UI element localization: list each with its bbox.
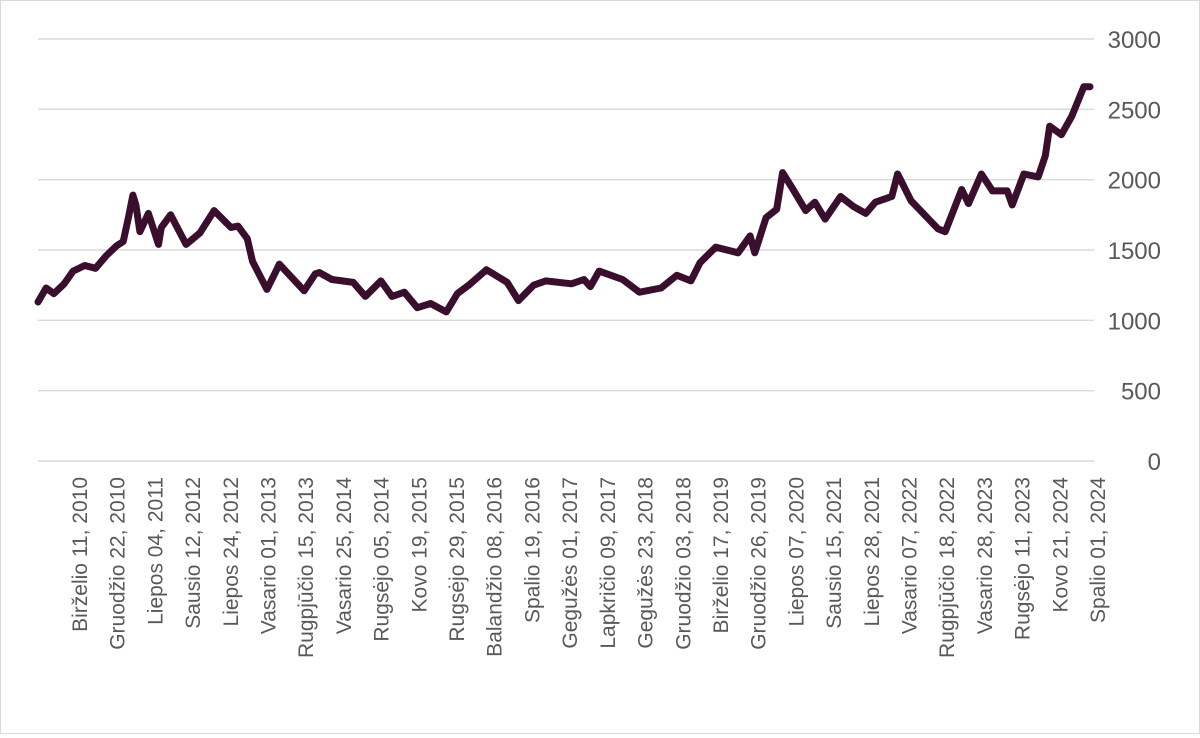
x-tick-label: Kovo 19, 2015: [408, 477, 431, 612]
x-tick-label: Gegužės 01, 2017: [559, 477, 582, 649]
series-group: [34, 83, 1094, 316]
x-tick-label: Vasario 01, 2013: [258, 477, 281, 634]
x-tick-label: Sausio 15, 2021: [823, 477, 846, 629]
x-tick-label: Kovo 21, 2024: [1049, 477, 1072, 613]
x-tick-label: Vasario 28, 2023: [974, 477, 997, 634]
x-tick-label: Rugpjūčio 18, 2022: [936, 477, 959, 658]
x-tick-label: Gruodžio 03, 2018: [672, 477, 695, 650]
x-tick-label: Vasario 25, 2014: [333, 477, 356, 635]
x-tick-label: Rugpjūčio 15, 2013: [295, 477, 318, 658]
x-tick-label: Gruodžio 26, 2019: [748, 477, 771, 650]
x-tick-label: Vasario 07, 2022: [899, 477, 922, 634]
x-tick-label: Liepos 07, 2020: [785, 477, 808, 626]
x-tick-label: Lapkričio 09, 2017: [597, 477, 620, 649]
y-tick-label: 2000: [1108, 168, 1161, 195]
x-tick-label: Sausio 12, 2012: [182, 477, 205, 629]
x-tick-label: Birželio 11, 2010: [69, 477, 92, 632]
x-tick-label: Spalio 01, 2024: [1087, 477, 1110, 623]
x-tick-label: Gegužės 23, 2018: [635, 477, 658, 649]
x-tick-label: Liepos 28, 2021: [861, 477, 884, 626]
x-tick-label: Spalio 19, 2016: [521, 477, 544, 623]
y-tick-label: 1000: [1108, 308, 1161, 335]
x-tick-label: Liepos 24, 2012: [220, 477, 243, 626]
y-tick-label: 3000: [1108, 27, 1161, 54]
y-tick-label: 500: [1121, 379, 1161, 406]
y-tick-label: 0: [1148, 449, 1161, 476]
x-axis-ticks: Birželio 11, 2010 Gruodžio 22, 2010 Liepos…: [69, 477, 1110, 658]
x-tick-label: Rugsėjo 11, 2023: [1012, 477, 1035, 640]
x-tick-label: Gruodžio 22, 2010: [107, 477, 130, 650]
y-axis-ticks: 0 500 1000 1500 2000 2500 3000: [1108, 27, 1161, 476]
series-line: [34, 83, 1094, 316]
x-tick-label: Rugsėjo 05, 2014: [371, 477, 394, 642]
x-tick-label: Birželio 17, 2019: [710, 477, 733, 633]
x-tick-label: Rugsėjo 29, 2015: [446, 477, 469, 642]
x-tick-label: Liepos 04, 2011: [144, 477, 167, 625]
x-tick-label: Balandžio 08, 2016: [484, 477, 507, 657]
y-tick-label: 1500: [1108, 238, 1161, 265]
y-tick-label: 2500: [1108, 97, 1161, 124]
gridlines: [38, 38, 1094, 462]
